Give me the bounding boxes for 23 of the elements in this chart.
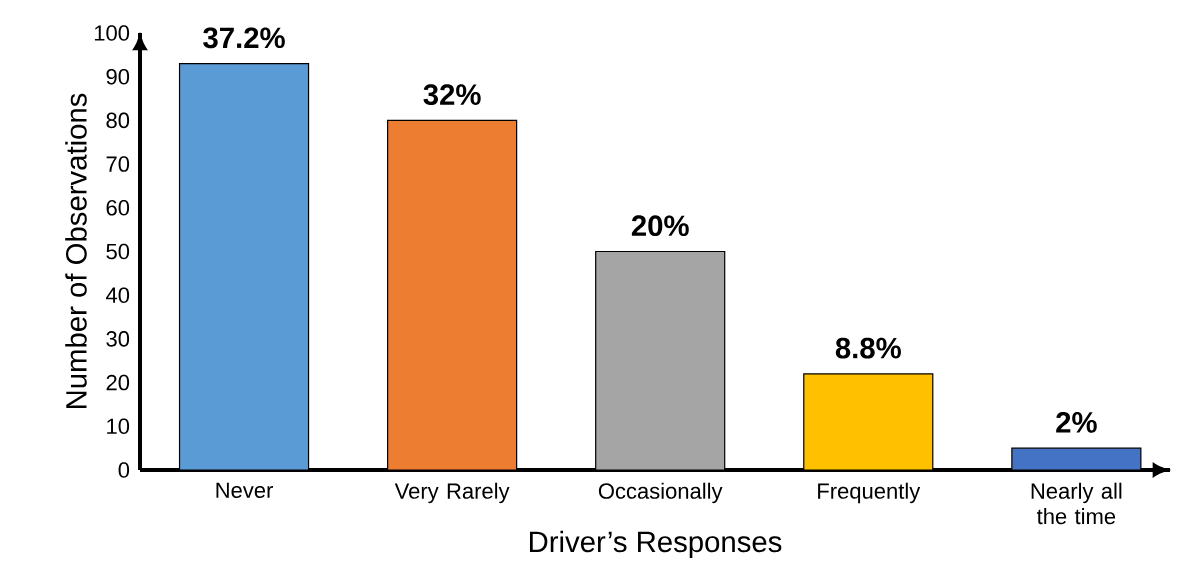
y-tick-label: 0	[118, 462, 130, 478]
x-tick-label: Occasionally	[598, 482, 723, 504]
y-tick-label: 20	[106, 374, 130, 391]
y-tick-label: 80	[106, 112, 130, 129]
annotation: 32%	[423, 84, 481, 106]
annotation: 8.8%	[835, 337, 901, 359]
y-tick-label: 90	[106, 68, 130, 85]
annotation: 37.2%	[203, 27, 285, 49]
x-tick-label: Frequently	[818, 482, 921, 504]
y-axis-title: Number of Observations	[65, 93, 87, 409]
y-tick-label: 50	[106, 243, 130, 260]
y-tick-label: 40	[106, 287, 130, 303]
annotation: 20%	[631, 215, 689, 237]
annotation: 2%	[1056, 412, 1097, 433]
y-tick-label: 10	[107, 418, 130, 435]
y-tick-label: 30	[106, 331, 130, 347]
x-tick-label: Never	[216, 482, 274, 499]
x-tick-label: Nearly all the time	[1031, 482, 1122, 525]
y-tick-label: 60	[106, 199, 130, 216]
x-axis-title: Driver’s Responses	[529, 530, 782, 559]
y-tick-label: 100	[94, 25, 130, 41]
y-tick-label: 70	[106, 156, 130, 172]
x-tick-label: Very Rarely	[394, 482, 510, 504]
